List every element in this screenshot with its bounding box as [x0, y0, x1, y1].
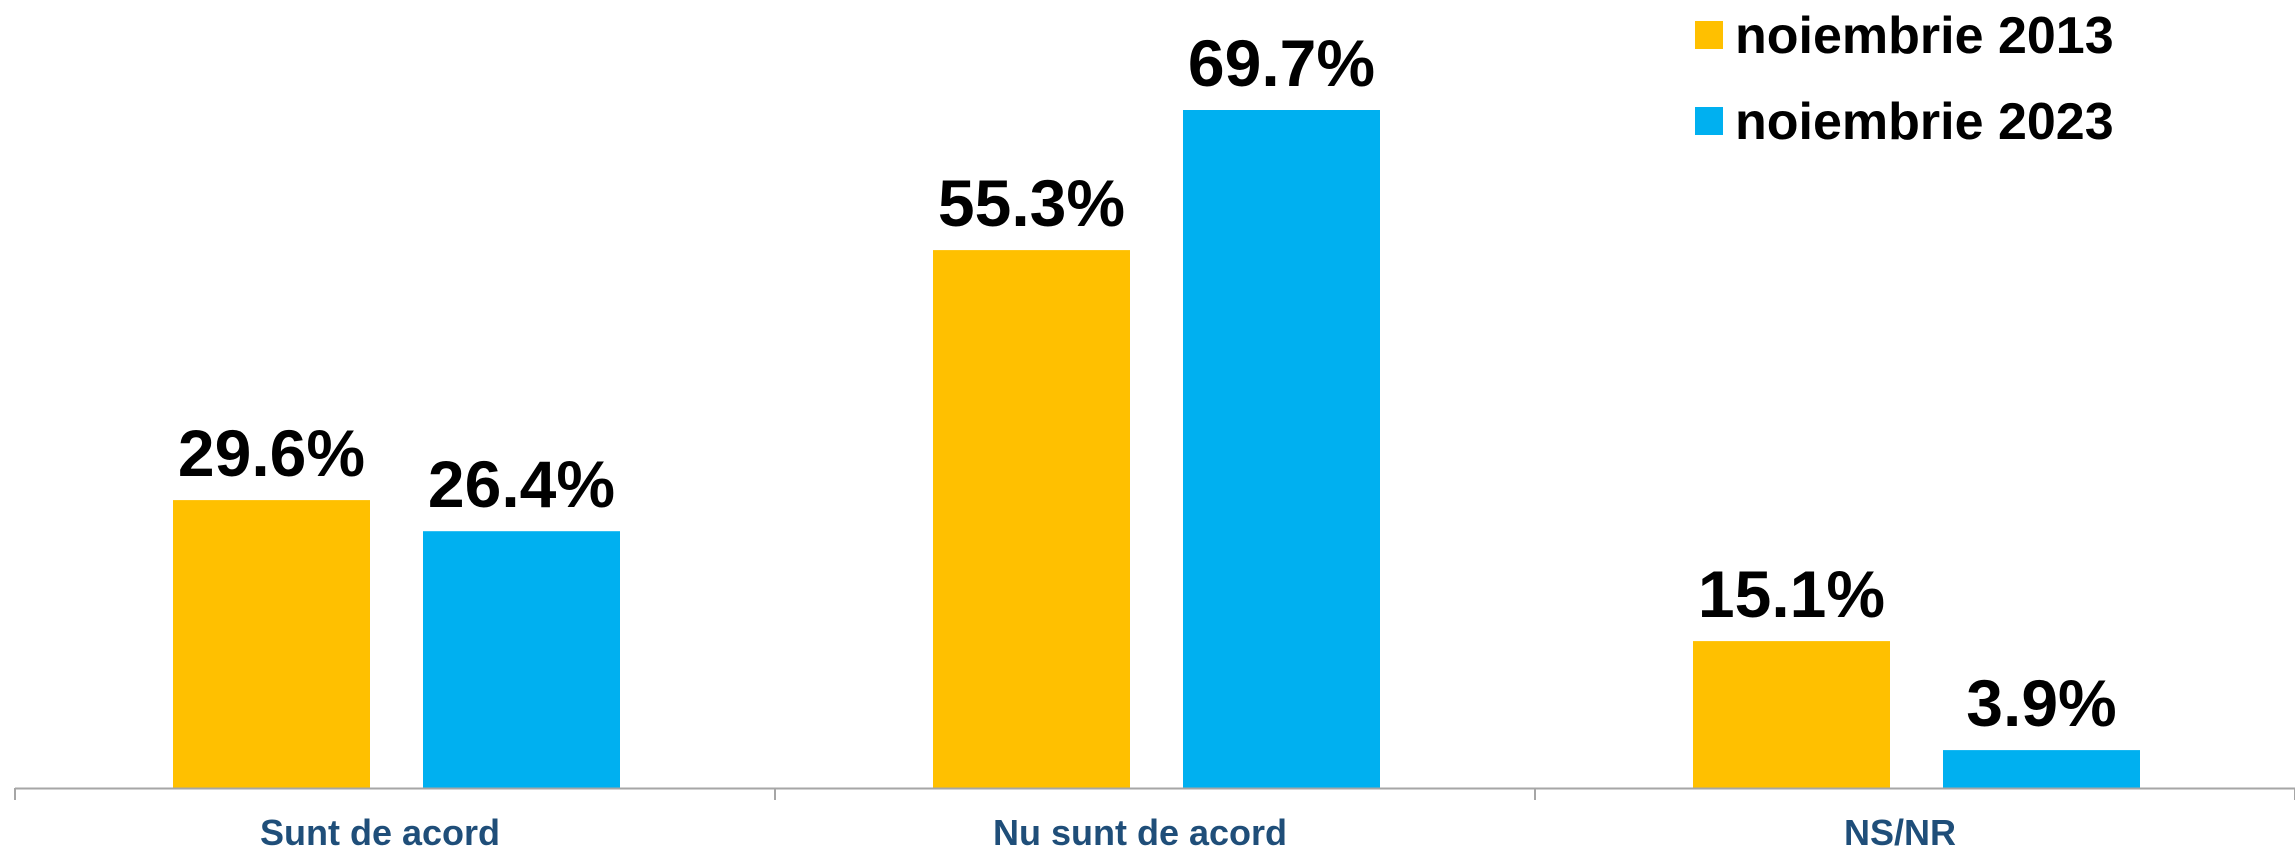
legend-swatch	[1695, 107, 1723, 135]
legend-label: noiembrie 2023	[1735, 93, 2114, 151]
bar-series2-2	[1183, 110, 1380, 788]
data-label: 3.9%	[1966, 666, 2116, 740]
data-label: 69.7%	[1188, 26, 1375, 100]
legend-swatch	[1695, 21, 1723, 49]
bar-series2-3	[1943, 750, 2140, 788]
bar-series1-3	[1693, 641, 1890, 788]
data-labels: 29.6% 55.3% 15.1% 26.4% 69.7% 3.9%	[178, 26, 2117, 740]
data-label: 55.3%	[938, 166, 1125, 240]
bar-series1-1	[173, 500, 370, 788]
data-label: 15.1%	[1698, 557, 1885, 631]
x-tick-label: Sunt de acord	[260, 812, 500, 847]
bar-series1-2	[933, 250, 1130, 789]
bar-series2-1	[423, 531, 620, 788]
data-label: 26.4%	[428, 447, 615, 521]
legend: noiembrie 2013 noiembrie 2023	[1695, 7, 2114, 151]
x-tick-label: Nu sunt de acord	[993, 812, 1287, 847]
legend-label: noiembrie 2013	[1735, 7, 2114, 65]
data-label: 29.6%	[178, 416, 365, 490]
bars	[173, 110, 2140, 789]
x-tick-label: NS/NR	[1844, 812, 1956, 847]
x-axis: Sunt de acord Nu sunt de acord NS/NR	[14, 787, 2295, 847]
